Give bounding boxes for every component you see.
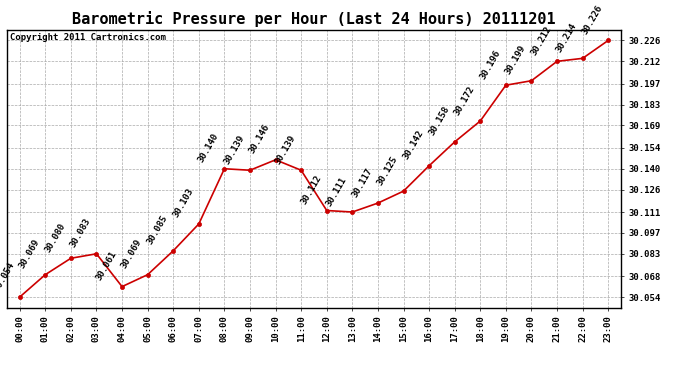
Title: Barometric Pressure per Hour (Last 24 Hours) 20111201: Barometric Pressure per Hour (Last 24 Ho… <box>72 12 555 27</box>
Text: 30.117: 30.117 <box>350 166 374 199</box>
Text: 30.146: 30.146 <box>248 123 272 155</box>
Text: 30.103: 30.103 <box>171 187 195 219</box>
Text: 30.083: 30.083 <box>69 217 92 249</box>
Text: 30.142: 30.142 <box>402 129 425 161</box>
Text: 30.139: 30.139 <box>222 134 246 166</box>
Text: 30.158: 30.158 <box>427 105 451 137</box>
Text: 30.085: 30.085 <box>146 214 169 246</box>
Text: 30.069: 30.069 <box>120 238 144 270</box>
Text: 30.214: 30.214 <box>555 21 579 54</box>
Text: 30.080: 30.080 <box>43 221 67 254</box>
Text: Copyright 2011 Cartronics.com: Copyright 2011 Cartronics.com <box>10 33 166 42</box>
Text: 30.069: 30.069 <box>17 238 41 270</box>
Text: 30.112: 30.112 <box>299 174 323 206</box>
Text: 30.172: 30.172 <box>453 84 476 117</box>
Text: 30.196: 30.196 <box>478 48 502 81</box>
Text: 30.212: 30.212 <box>529 24 553 57</box>
Text: 30.140: 30.140 <box>197 132 221 164</box>
Text: 30.139: 30.139 <box>273 134 297 166</box>
Text: 30.125: 30.125 <box>376 154 400 187</box>
Text: 30.054: 30.054 <box>0 260 16 292</box>
Text: 30.226: 30.226 <box>580 3 604 36</box>
Text: 30.111: 30.111 <box>324 175 348 207</box>
Text: 30.199: 30.199 <box>504 44 528 76</box>
Text: 30.061: 30.061 <box>95 250 118 282</box>
